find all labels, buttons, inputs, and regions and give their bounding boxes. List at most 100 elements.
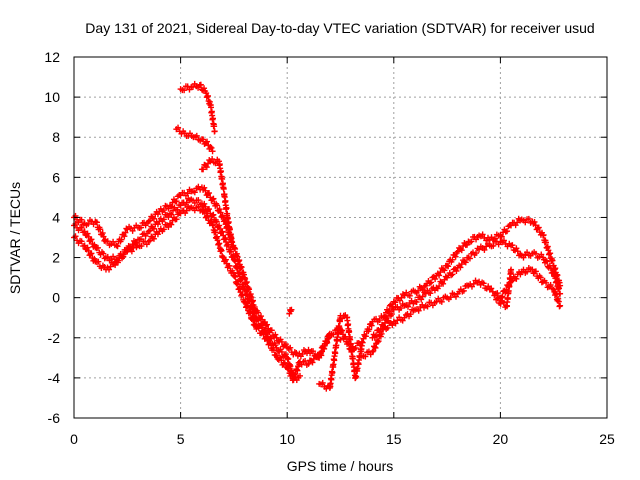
data-point xyxy=(205,92,212,99)
data-point xyxy=(209,196,216,203)
data-point xyxy=(453,268,460,275)
data-point xyxy=(206,206,213,213)
data-point xyxy=(447,294,454,301)
data-point xyxy=(100,250,107,257)
data-point xyxy=(200,207,207,214)
data-point xyxy=(500,299,507,306)
data-point xyxy=(138,224,145,231)
data-point xyxy=(413,299,420,306)
data-point xyxy=(203,213,210,220)
data-point xyxy=(88,250,95,257)
data-point xyxy=(272,331,279,338)
data-point xyxy=(354,365,361,372)
y-tick-label: 8 xyxy=(52,129,60,145)
y-tick-label: 0 xyxy=(52,290,60,306)
data-point xyxy=(91,241,98,248)
data-point xyxy=(258,313,265,320)
data-point xyxy=(349,355,356,362)
data-point xyxy=(160,216,167,223)
data-point xyxy=(330,361,337,368)
axis-ticks: 0 5 10 15 20 25 -6 -4 -2 0 2 4 6 8 10 12 xyxy=(44,49,615,447)
data-point xyxy=(424,303,431,310)
data-point xyxy=(372,344,379,351)
data-point xyxy=(449,256,456,263)
data-point xyxy=(494,290,501,297)
data-point xyxy=(106,266,113,273)
data-point xyxy=(202,187,209,194)
y-tick-label: 6 xyxy=(52,169,60,185)
data-point xyxy=(160,226,167,233)
data-point xyxy=(357,353,364,360)
data-point xyxy=(457,264,464,271)
data-point xyxy=(388,311,395,318)
data-point xyxy=(314,354,321,361)
data-point xyxy=(285,365,292,372)
data-point xyxy=(374,338,381,345)
data-point xyxy=(223,205,230,212)
data-point xyxy=(222,256,229,263)
data-point xyxy=(78,224,85,231)
data-point xyxy=(335,330,342,337)
data-point xyxy=(489,288,496,295)
data-point xyxy=(278,338,285,345)
data-point xyxy=(165,213,172,220)
data-point xyxy=(384,324,391,331)
data-point xyxy=(543,279,550,286)
data-point xyxy=(239,291,246,298)
data-point xyxy=(498,233,505,240)
grid xyxy=(74,57,607,418)
y-tick-label: 10 xyxy=(44,89,60,105)
data-point xyxy=(191,189,198,196)
data-point xyxy=(173,198,180,205)
data-point xyxy=(247,309,254,316)
data-point xyxy=(255,317,262,324)
data-point xyxy=(201,200,208,207)
data-point xyxy=(524,268,531,275)
data-point xyxy=(485,283,492,290)
data-point xyxy=(244,302,251,309)
data-point xyxy=(84,230,91,237)
data-point xyxy=(211,128,218,135)
data-point xyxy=(208,104,215,111)
data-point xyxy=(87,251,94,258)
data-point xyxy=(246,298,253,305)
data-point xyxy=(507,276,514,283)
data-point xyxy=(332,350,339,357)
data-point xyxy=(263,333,270,340)
data-point xyxy=(282,341,289,348)
data-point xyxy=(104,238,111,245)
data-point xyxy=(202,203,209,210)
data-point xyxy=(407,311,414,318)
data-point xyxy=(520,254,527,261)
data-point xyxy=(272,352,279,359)
data-point xyxy=(104,253,111,260)
data-point xyxy=(259,328,266,335)
data-point xyxy=(78,238,85,245)
data-point xyxy=(504,295,511,302)
data-point xyxy=(273,334,280,341)
data-point xyxy=(210,195,217,202)
data-point xyxy=(547,281,554,288)
data-point xyxy=(228,238,235,245)
data-point xyxy=(321,342,328,349)
data-point xyxy=(428,279,435,286)
data-point xyxy=(436,272,443,279)
data-point xyxy=(553,291,560,298)
data-point xyxy=(107,263,114,270)
data-point xyxy=(168,221,175,228)
data-point xyxy=(93,219,100,226)
data-point xyxy=(310,348,317,355)
data-point xyxy=(470,280,477,287)
data-point xyxy=(358,342,365,349)
data-point xyxy=(347,336,354,343)
data-point xyxy=(542,257,549,264)
data-point xyxy=(238,276,245,283)
data-point xyxy=(258,321,265,328)
data-point xyxy=(88,236,95,243)
data-point xyxy=(369,348,376,355)
data-point xyxy=(238,264,245,271)
data-point xyxy=(183,199,190,206)
y-tick-label: 2 xyxy=(52,250,60,266)
data-point xyxy=(406,292,413,299)
